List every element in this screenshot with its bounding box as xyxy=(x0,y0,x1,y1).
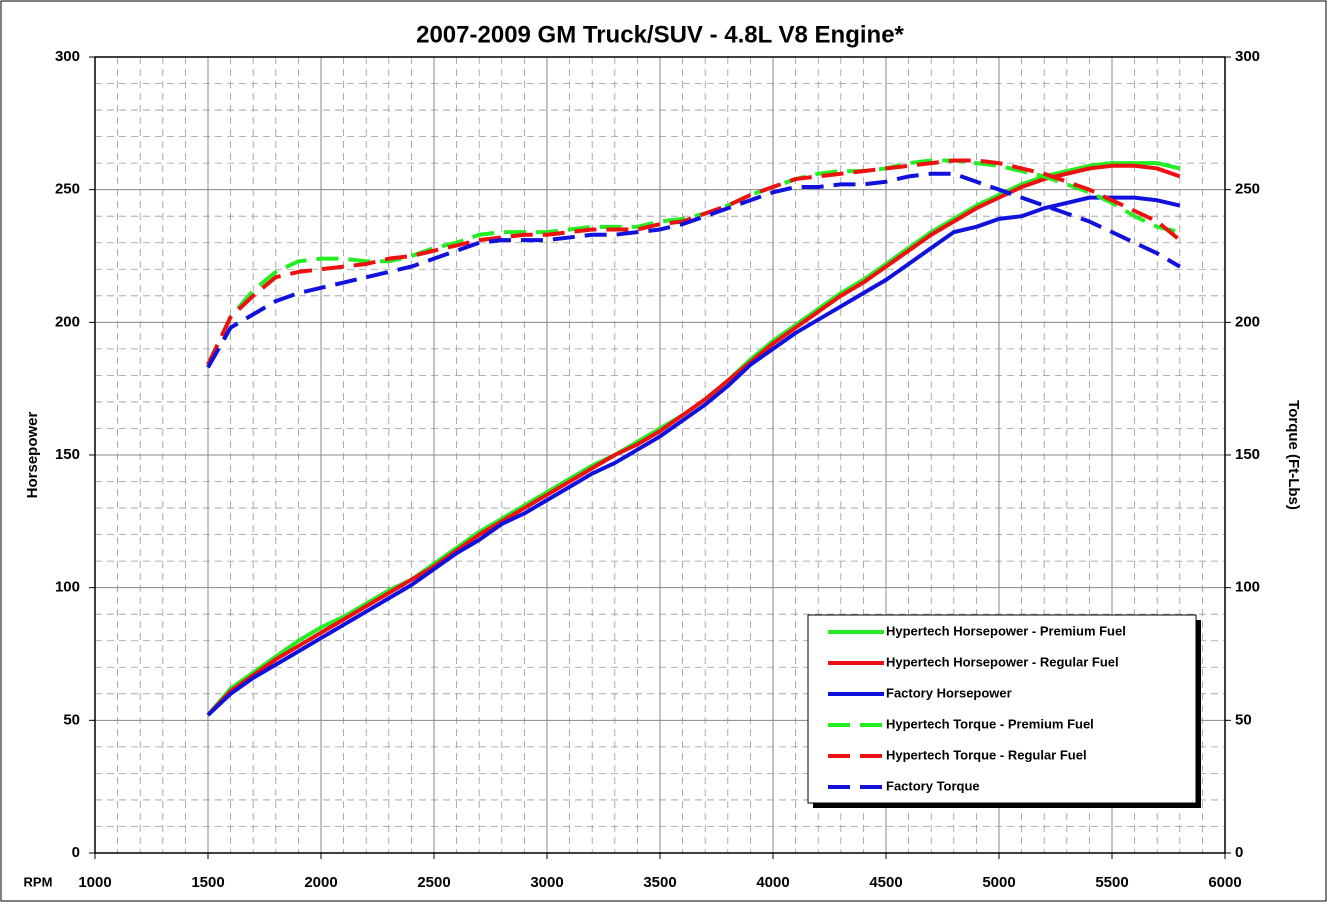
series-line xyxy=(206,171,1181,369)
x-tick-label: 5500 xyxy=(1095,874,1128,891)
plot-frame xyxy=(94,56,1226,854)
y2-tick-label: 250 xyxy=(1235,181,1260,198)
y-tick-label: 150 xyxy=(55,446,80,463)
y-tick-label: 250 xyxy=(55,181,80,198)
series-line xyxy=(206,195,1181,717)
y-tick-label: 100 xyxy=(55,579,80,596)
y2-tick-label: 300 xyxy=(1235,48,1260,65)
legend-label: Hypertech Torque - Regular Fuel xyxy=(886,747,1087,762)
x-tick-label: 1500 xyxy=(191,874,224,891)
y2-tick-label: 0 xyxy=(1235,844,1243,861)
legend-label: Hypertech Horsepower - Premium Fuel xyxy=(886,623,1126,638)
y2-tick-label: 150 xyxy=(1235,446,1260,463)
x-axis-label: RPM xyxy=(24,874,53,889)
x-tick-label: 5000 xyxy=(982,874,1015,891)
y2-tick-label: 200 xyxy=(1235,313,1260,330)
y2-axis-label: Torque (Ft-Lbs) xyxy=(1285,400,1302,510)
y-tick-label: 0 xyxy=(72,844,80,861)
y2-tick-label: 50 xyxy=(1235,711,1252,728)
x-tick-label: 4000 xyxy=(756,874,789,891)
legend-label: Hypertech Torque - Premium Fuel xyxy=(886,716,1094,731)
x-tick-label: 6000 xyxy=(1208,874,1241,891)
legend-label: Factory Horsepower xyxy=(886,685,1012,700)
x-tick-label: 4500 xyxy=(869,874,902,891)
x-tick-label: 3500 xyxy=(643,874,676,891)
chart-title: 2007-2009 GM Truck/SUV - 4.8L V8 Engine* xyxy=(416,21,904,48)
y-tick-label: 300 xyxy=(55,48,80,65)
legend-label: Factory Torque xyxy=(886,778,980,793)
x-tick-label: 1000 xyxy=(78,874,111,891)
y2-tick-label: 100 xyxy=(1235,579,1260,596)
series-line xyxy=(206,158,1182,366)
legend-label: Hypertech Horsepower - Regular Fuel xyxy=(886,654,1119,669)
series-line xyxy=(206,163,1181,717)
x-tick-label: 2500 xyxy=(417,874,450,891)
y-tick-label: 200 xyxy=(55,313,80,330)
legend xyxy=(807,614,1197,804)
y-tick-label: 50 xyxy=(63,711,80,728)
x-tick-label: 2000 xyxy=(304,874,337,891)
x-tick-label: 3000 xyxy=(530,874,563,891)
y-axis-label: Horsepower xyxy=(24,411,41,498)
